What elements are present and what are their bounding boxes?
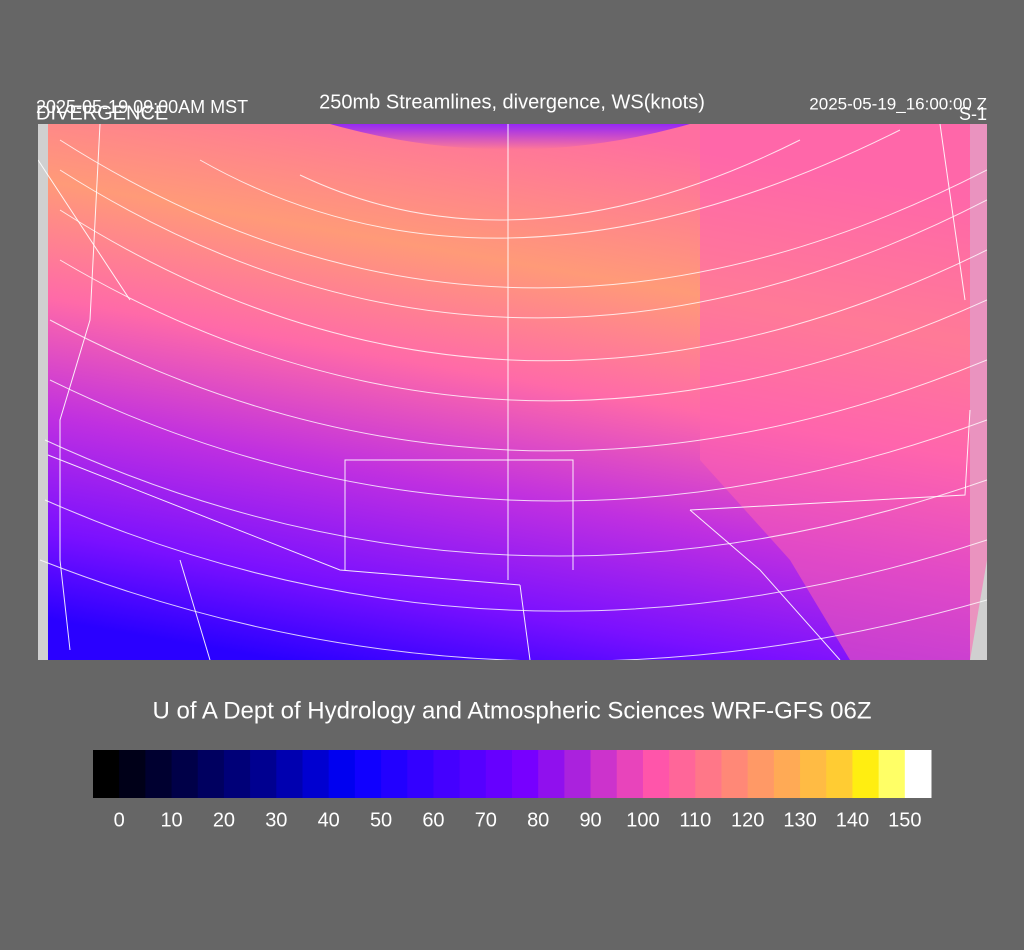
state-borders (38, 124, 971, 660)
colorbar-tick-label: 40 (318, 809, 340, 831)
colorbar-swatch (485, 750, 513, 798)
colorbar-tick-label: 150 (888, 809, 921, 831)
panel-label: S-1 (959, 104, 987, 124)
colorbar-tick-label: 130 (783, 809, 816, 831)
colorbar-swatch (669, 750, 696, 798)
colorbar-swatch (826, 750, 853, 798)
colorbar-swatch (223, 750, 251, 798)
wind-speed-field (700, 124, 987, 660)
colorbar-swatch (642, 750, 670, 798)
colorbar-tick-label: 70 (475, 809, 497, 831)
colorbar-swatch (407, 750, 434, 798)
colorbar: 0 10 20 30 40 50 60 70 80 90 100 110 120 130 140 150 (93, 750, 932, 831)
field-label: DIVERGENCE (36, 102, 168, 124)
colorbar-swatch (564, 750, 592, 798)
colorbar-swatch (747, 750, 775, 798)
colorbar-tick-label: 90 (579, 809, 601, 831)
colorbar-swatch (433, 750, 461, 798)
valid-local-time: 2025-05-19 09:00AM MST (36, 97, 248, 117)
colorbar-tick-label: 80 (527, 809, 549, 831)
colorbar-swatch (171, 750, 199, 798)
valid-utc-time: 2025-05-19_16:00:00 Z (809, 94, 987, 113)
colorbar-swatch (93, 750, 120, 798)
colorbar-tick-label: 140 (836, 809, 869, 831)
colorbar-swatch (250, 750, 277, 798)
colorbar-swatch (800, 750, 827, 798)
colorbar-tick-label: 0 (114, 809, 125, 831)
colorbar-swatch (904, 750, 932, 798)
colorbar-tick-label: 10 (160, 809, 182, 831)
colorbar-swatch (852, 750, 880, 798)
colorbar-swatch (695, 750, 722, 798)
colorbar-swatch (276, 750, 303, 798)
colorbar-swatch (354, 750, 382, 798)
colorbar-tick-label: 20 (213, 809, 235, 831)
colorbar-swatch (145, 750, 173, 798)
colorbar-swatch (328, 750, 356, 798)
map-title: 250mb Streamlines, divergence, WS(knots) (319, 91, 705, 113)
colorbar-swatch (119, 750, 146, 798)
colorbar-tick-label: 50 (370, 809, 392, 831)
streamlines (39, 129, 987, 660)
colorbar-tick-label: 30 (265, 809, 287, 831)
colorbar-swatch (459, 750, 487, 798)
colorbar-swatch (538, 750, 565, 798)
colorbar-swatch (512, 750, 539, 798)
colorbar-swatch (302, 750, 330, 798)
colorbar-swatch (381, 750, 408, 798)
wind-speed-field (330, 124, 690, 150)
map (38, 124, 987, 660)
footer-credit: U of A Dept of Hydrology and Atmospheric… (153, 697, 872, 724)
colorbar-swatch (590, 750, 618, 798)
colorbar-swatch (721, 750, 749, 798)
colorbar-tick-label: 110 (679, 809, 711, 831)
colorbar-tick-label: 60 (422, 809, 444, 831)
colorbar-swatch (197, 750, 225, 798)
colorbar-tick-label: 100 (626, 809, 659, 831)
colorbar-tick-label: 120 (731, 809, 764, 831)
colorbar-swatch (773, 750, 801, 798)
colorbar-swatch (878, 750, 906, 798)
colorbar-swatch (616, 750, 644, 798)
